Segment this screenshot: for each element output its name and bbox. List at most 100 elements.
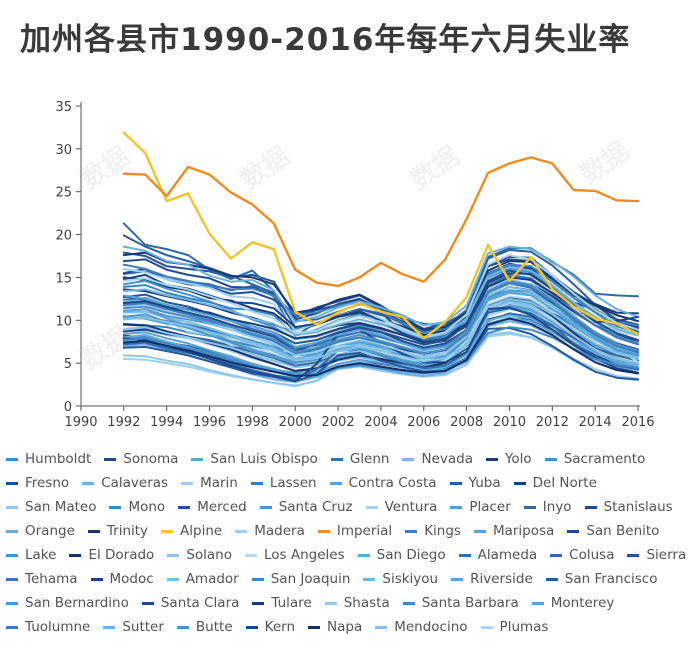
legend-item-placer[interactable]: Placer <box>450 498 511 516</box>
legend-swatch <box>567 529 580 533</box>
legend-swatch <box>6 457 18 461</box>
x-tick-label: 2014 <box>579 415 612 430</box>
legend-item-inyo[interactable]: Inyo <box>523 498 572 516</box>
series-line-alpine <box>122 131 640 340</box>
legend-swatch <box>191 457 204 461</box>
y-tick-label: 0 <box>64 400 72 415</box>
legend-swatch <box>449 481 462 485</box>
legend-item-amador[interactable]: Amador <box>166 570 239 588</box>
legend-swatch <box>363 577 376 581</box>
legend-item-santa-clara[interactable]: Santa Clara <box>141 594 239 612</box>
legend-item-alpine[interactable]: Alpine <box>161 522 222 540</box>
legend-item-glenn[interactable]: Glenn <box>330 450 389 468</box>
legend-item-monterey[interactable]: Monterey <box>531 594 615 612</box>
legend-item-fresno[interactable]: Fresno <box>6 474 69 492</box>
legend-item-contra-costa[interactable]: Contra Costa <box>329 474 437 492</box>
legend-item-san-luis-obispo[interactable]: San Luis Obispo <box>191 450 318 468</box>
legend-item-colusa[interactable]: Colusa <box>550 546 614 564</box>
legend-swatch <box>317 529 330 533</box>
legend-item-san-diego[interactable]: San Diego <box>357 546 446 564</box>
legend-item-solano[interactable]: Solano <box>167 546 232 564</box>
legend-item-alameda[interactable]: Alameda <box>458 546 537 564</box>
legend-item-butte[interactable]: Butte <box>176 618 233 636</box>
legend-item-riverside[interactable]: Riverside <box>451 570 533 588</box>
legend-swatch <box>181 481 194 485</box>
legend-item-lake[interactable]: Lake <box>6 546 56 564</box>
legend-item-calaveras[interactable]: Calaveras <box>82 474 168 492</box>
legend-item-tuolumne[interactable]: Tuolumne <box>6 618 90 636</box>
legend-item-kings[interactable]: Kings <box>405 522 461 540</box>
legend-label: Tehama <box>25 571 78 587</box>
legend-swatch <box>523 505 536 509</box>
legend-label: Kern <box>264 619 295 635</box>
legend-item-stanislaus[interactable]: Stanislaus <box>584 498 673 516</box>
legend-item-tulare[interactable]: Tulare <box>252 594 312 612</box>
legend-item-imperial[interactable]: Imperial <box>317 522 393 540</box>
legend-swatch <box>357 553 370 557</box>
legend-label: Orange <box>25 523 75 539</box>
legend-item-nevada[interactable]: Nevada <box>402 450 473 468</box>
legend-item-sacramento[interactable]: Sacramento <box>544 450 645 468</box>
legend-label: Napa <box>327 619 363 635</box>
legend-item-trinity[interactable]: Trinity <box>87 522 148 540</box>
legend-swatch <box>330 457 343 461</box>
legend-label: Tuolumne <box>25 619 91 635</box>
legend-item-santa-cruz[interactable]: Santa Cruz <box>259 498 353 516</box>
legend-item-los-angeles[interactable]: Los Angeles <box>245 546 345 564</box>
legend-label: Imperial <box>336 523 393 539</box>
legend-item-san-bernardino[interactable]: San Bernardino <box>6 594 129 612</box>
legend-item-humboldt[interactable]: Humboldt <box>6 450 91 468</box>
legend-item-merced[interactable]: Merced <box>178 498 247 516</box>
legend-item-mendocino[interactable]: Mendocino <box>375 618 468 636</box>
legend-item-sierra[interactable]: Sierra <box>627 546 686 564</box>
legend-item-sonoma[interactable]: Sonoma <box>104 450 178 468</box>
legend-item-shasta[interactable]: Shasta <box>324 594 390 612</box>
legend-swatch <box>402 457 415 461</box>
series-line-monterey <box>122 291 639 353</box>
legend-label: Monterey <box>550 595 615 611</box>
legend-item-san-joaquin[interactable]: San Joaquin <box>251 570 350 588</box>
x-tick-label: 1990 <box>64 415 97 430</box>
legend-label: Santa Barbara <box>421 595 519 611</box>
legend-item-santa-barbara[interactable]: Santa Barbara <box>402 594 519 612</box>
legend-label: Humboldt <box>25 451 92 467</box>
legend-item-del-norte[interactable]: Del Norte <box>513 474 597 492</box>
y-tick-label: 30 <box>55 143 72 158</box>
legend-item-modoc[interactable]: Modoc <box>90 570 154 588</box>
legend-item-marin[interactable]: Marin <box>181 474 238 492</box>
legend-item-yolo[interactable]: Yolo <box>485 450 532 468</box>
legend-label: San Benito <box>586 523 660 539</box>
legend-item-orange[interactable]: Orange <box>6 522 75 540</box>
legend-item-siskiyou[interactable]: Siskiyou <box>363 570 438 588</box>
legend-item-san-francisco[interactable]: San Francisco <box>545 570 658 588</box>
legend-item-mono[interactable]: Mono <box>109 498 165 516</box>
legend-swatch <box>6 505 18 509</box>
series-lines <box>122 131 640 388</box>
legend-item-sutter[interactable]: Sutter <box>103 618 164 636</box>
legend-swatch <box>245 553 257 557</box>
legend-item-san-mateo[interactable]: San Mateo <box>6 498 96 516</box>
legend-item-el-dorado[interactable]: El Dorado <box>69 546 154 564</box>
legend-item-ventura[interactable]: Ventura <box>365 498 437 516</box>
series-line-san-francisco <box>122 327 639 383</box>
legend-label: Marin <box>200 475 238 491</box>
legend-item-kern[interactable]: Kern <box>245 618 295 636</box>
legend-swatch <box>550 553 563 557</box>
legend-swatch <box>6 577 18 581</box>
legend-label: El Dorado <box>88 547 155 563</box>
legend-item-yuba[interactable]: Yuba <box>449 474 501 492</box>
legend-swatch <box>6 601 18 605</box>
series-line-siskiyou <box>122 266 639 340</box>
legend-item-mariposa[interactable]: Mariposa <box>473 522 554 540</box>
legend-item-tehama[interactable]: Tehama <box>6 570 78 588</box>
legend-item-san-benito[interactable]: San Benito <box>567 522 659 540</box>
legend-item-napa[interactable]: Napa <box>308 618 362 636</box>
legend-item-madera[interactable]: Madera <box>235 522 305 540</box>
legend-item-plumas[interactable]: Plumas <box>480 618 549 636</box>
legend-label: Plumas <box>499 619 549 635</box>
legend-swatch <box>178 505 191 509</box>
legend-item-lassen[interactable]: Lassen <box>250 474 317 492</box>
legend-label: Alpine <box>180 523 223 539</box>
legend-label: Mendocino <box>394 619 468 635</box>
